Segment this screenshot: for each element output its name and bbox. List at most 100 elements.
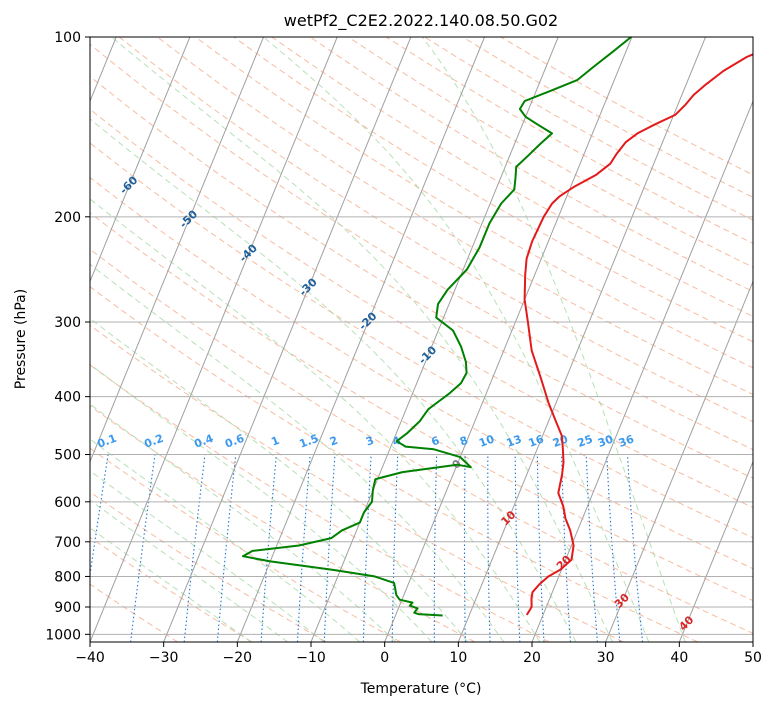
- y-tick-label: 200: [54, 210, 81, 226]
- dry-adiabat: [90, 405, 476, 642]
- dry-adiabat: [424, 37, 753, 221]
- isotherm-label: -60: [117, 173, 140, 196]
- mixing-ratio-line: [433, 454, 438, 642]
- mixing-ratio-label: 0.1: [96, 432, 119, 451]
- mixing-ratio-line: [626, 454, 644, 642]
- mixing-ratio-label: 16: [527, 432, 546, 450]
- y-tick-label: 300: [54, 315, 81, 331]
- isotherm-label: -70: [57, 139, 80, 162]
- dry-adiabat: [90, 108, 753, 509]
- dry-adiabat: [233, 37, 753, 343]
- dry-adiabat: [90, 142, 753, 539]
- isotherm: [531, 99, 753, 642]
- moist-adiabat: [90, 198, 541, 642]
- isotherm-label: 10: [498, 508, 518, 528]
- moist-adiabat: [90, 470, 325, 642]
- y-tick-label: 400: [54, 390, 81, 406]
- mixing-ratio-label: 30: [596, 432, 615, 450]
- moist-adiabat: [90, 363, 433, 642]
- moist-adiabat: [90, 263, 505, 642]
- mixing-ratio-label: 6: [430, 434, 442, 449]
- chart-title: wetPf2_C2E2.2022.140.08.50.G02: [284, 11, 558, 31]
- mixing-ratio-label: 8: [458, 434, 470, 449]
- y-tick-label: 800: [54, 569, 81, 585]
- x-axis-title: Temperature (°C): [360, 681, 482, 697]
- moist-adiabat: [90, 403, 397, 642]
- x-tick-label: 50: [744, 650, 762, 666]
- isotherm-label: -40: [237, 241, 260, 264]
- isotherm: [90, 37, 265, 464]
- x-tick-label: 30: [597, 650, 615, 666]
- plot-area: -100-90-80-70-60-50-40-30-20-10010203040…: [0, 37, 753, 642]
- dry-adiabat: [90, 176, 753, 570]
- moist-adiabat: [263, 37, 650, 642]
- y-tick-label: 500: [54, 448, 81, 464]
- mixing-ratio-label: 1.5: [298, 432, 321, 451]
- mixing-ratio-label: 25: [576, 432, 595, 449]
- isotherm: [752, 640, 753, 642]
- plot-frame: [89, 36, 754, 643]
- y-tick-label: 600: [54, 495, 81, 511]
- moist-adiabat: [111, 37, 613, 642]
- y-tick-label: 900: [54, 600, 81, 616]
- moist-adiabat: [90, 438, 361, 642]
- isotherm-label: -10: [416, 343, 439, 366]
- mixing-ratio-line: [606, 454, 621, 642]
- dry-adiabat: [309, 37, 753, 293]
- isotherm-label: -30: [297, 275, 320, 298]
- profile-lines: [241, 37, 753, 617]
- mixing-ratio-label: 2: [328, 434, 340, 449]
- dry-adiabat: [347, 37, 753, 268]
- isotherm: [457, 37, 707, 642]
- mixing-ratio-line: [514, 454, 521, 642]
- dry-adiabat: [90, 364, 550, 642]
- mixing-ratio-line: [585, 454, 598, 642]
- x-tick-label: 40: [670, 650, 688, 666]
- background-lines: [90, 37, 753, 642]
- isotherm-label: 40: [676, 613, 696, 633]
- mixing-ratio-label: 13: [505, 433, 524, 450]
- x-tick-label: −20: [223, 650, 253, 666]
- isotherm: [384, 37, 633, 642]
- isotherm-label: -80: [0, 105, 21, 128]
- y-tick-label: 1000: [45, 627, 81, 643]
- dry-adiabat: [462, 37, 753, 198]
- mixing-ratio-label: 0.4: [192, 432, 215, 451]
- mixing-ratio-label: 3: [364, 434, 376, 449]
- x-tick-label: −30: [149, 650, 179, 666]
- isotherm: [310, 37, 559, 642]
- x-tick-label: 10: [449, 650, 467, 666]
- isotherm: [678, 460, 753, 642]
- mixing-ratio-line: [130, 454, 156, 642]
- moist-adiabat: [421, 37, 686, 642]
- mixing-ratio-label: 1: [269, 434, 281, 449]
- mixing-ratio-line: [362, 454, 372, 642]
- pressure-gridlines: [90, 37, 753, 635]
- isotherm-label: -20: [356, 309, 379, 332]
- dry-adiabat: [90, 286, 699, 642]
- moist-adiabat: [90, 118, 577, 642]
- dry-adiabat: [90, 536, 253, 642]
- mixing-ratio-line: [536, 454, 545, 642]
- mixing-ratio-line: [260, 454, 277, 642]
- dry-adiabat: [157, 37, 753, 395]
- isotherm: [90, 37, 338, 642]
- mixing-ratio-label: 10: [477, 432, 496, 450]
- y-axis-title: Pressure (hPa): [13, 289, 29, 389]
- isoline-labels: -100-90-80-70-60-50-40-30-20-10010203040…: [0, 105, 697, 633]
- mixing-ratio-line: [487, 454, 491, 642]
- dry-adiabat: [90, 248, 753, 634]
- y-axis: 100 200 300 400 500 600 700 800 900 1000: [45, 30, 90, 643]
- mixing-ratio-label: 36: [617, 432, 636, 450]
- x-tick-label: 0: [380, 650, 389, 666]
- isotherm: [236, 37, 486, 642]
- dry-adiabat: [271, 37, 753, 317]
- moist-adiabat: [90, 499, 288, 642]
- y-tick-label: 700: [54, 535, 81, 551]
- dry-adiabat: [90, 43, 753, 451]
- mixing-ratio-line: [90, 454, 109, 579]
- dewpoint-line: [241, 37, 632, 617]
- mixing-ratio-label: 0.6: [223, 432, 246, 451]
- dry-adiabat: [90, 212, 753, 602]
